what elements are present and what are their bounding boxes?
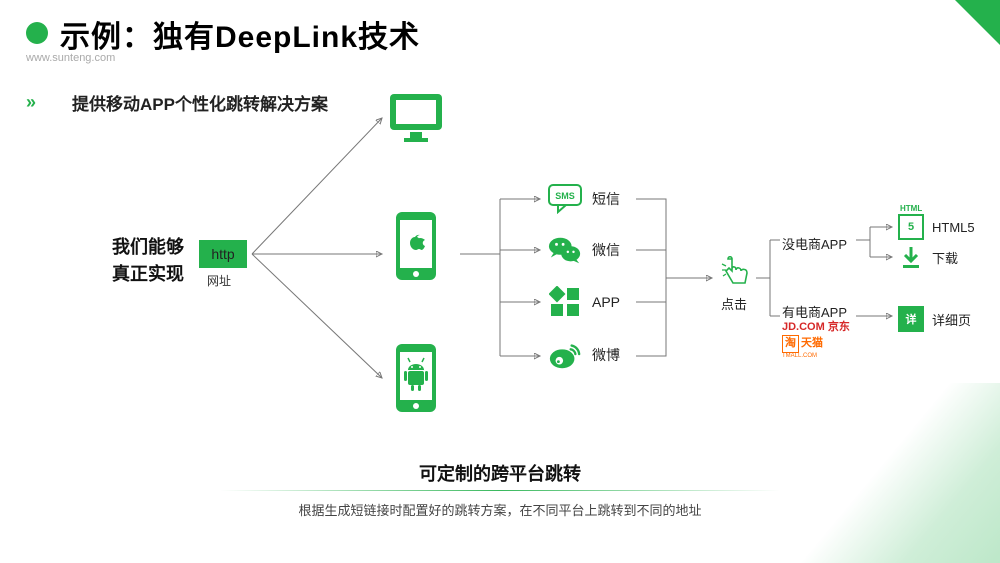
tmall-text: 天猫 (801, 337, 823, 349)
page-title: 示例：独有DeepLink技术 (60, 12, 420, 56)
click-label: 点击 (720, 294, 748, 313)
result-download-label: 下载 (932, 248, 958, 267)
channel-weibo: 微博 (548, 338, 620, 372)
channel-sms: SMS 短信 (548, 182, 620, 216)
bottom-title: 可定制的跨平台跳转 (0, 460, 1000, 486)
channel-wechat-label: 微信 (592, 240, 620, 260)
left-claim-line1: 我们能够 (112, 234, 184, 261)
bottom-subtitle: 根据生成短链接时配置好的跳转方案，在不同平台上跳转到不同的地址 (0, 500, 1000, 519)
android-icon (388, 350, 444, 406)
jd-logo: JD.COM 京东 (782, 320, 850, 335)
app-grid-icon (548, 285, 582, 319)
html5-shield-icon: 5 (898, 214, 924, 240)
http-box: http (199, 240, 247, 268)
branch-no-app: 没电商APP (782, 234, 847, 253)
download-arrow-icon (898, 244, 924, 270)
section-heading: 提供移动APP个性化跳转解决方案 (72, 90, 328, 115)
tmall-sub: TMALL.COM (782, 352, 850, 360)
channel-sms-label: 短信 (592, 189, 620, 209)
left-claim: 我们能够 真正实现 (112, 234, 184, 288)
channel-app: APP (548, 285, 620, 319)
iphone-icon (388, 218, 444, 274)
title-bullet-icon (26, 22, 48, 44)
http-label: http (211, 246, 234, 262)
channel-wechat: 微信 (548, 233, 620, 267)
http-caption: 网址 (207, 272, 231, 289)
html-tiny-label: HTML (900, 204, 922, 213)
channel-weibo-label: 微博 (592, 345, 620, 365)
tmall-logo: 淘天猫 TMALL.COM (782, 335, 850, 360)
bottom-divider (220, 490, 780, 491)
sms-icon: SMS (548, 182, 582, 216)
tao-char: 淘 (782, 335, 799, 352)
wechat-icon (548, 233, 582, 267)
channel-app-label: APP (592, 294, 620, 310)
left-claim-line2: 真正实现 (112, 261, 184, 288)
section-chevrons-icon: » (26, 92, 32, 113)
monitor-icon (388, 90, 444, 146)
svg-text:SMS: SMS (555, 191, 575, 201)
result-download: 下载 (898, 244, 958, 270)
corner-accent (955, 0, 1000, 45)
result-html5: 5 HTML5 (898, 214, 975, 240)
hand-pointer-icon (720, 256, 748, 290)
weibo-icon (548, 338, 582, 372)
ecommerce-logos: JD.COM 京东 淘天猫 TMALL.COM (782, 320, 850, 360)
detail-badge-icon: 详 (898, 306, 924, 332)
result-html5-label: HTML5 (932, 220, 975, 235)
result-detail: 详 详细页 (898, 306, 971, 332)
result-detail-label: 详细页 (932, 310, 971, 329)
branch-has-app: 有电商APP (782, 302, 847, 321)
click-action: 点击 (720, 256, 748, 313)
site-url: www.sunteng.com (26, 52, 115, 64)
